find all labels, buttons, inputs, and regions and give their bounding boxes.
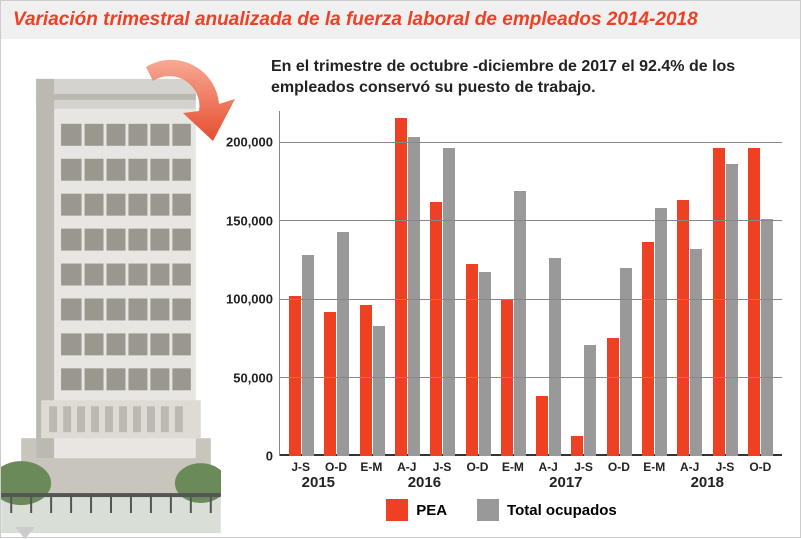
bar — [324, 312, 336, 456]
x-tick-label: J-S — [707, 460, 742, 474]
y-tick-label: 150,000 — [226, 213, 273, 228]
legend-label: Total ocupados — [507, 502, 617, 519]
legend-label: PEA — [416, 502, 447, 519]
bar — [584, 345, 596, 456]
content-area: En el trimestre de octubre -diciembre de… — [1, 39, 800, 533]
x-tick-label: J-S — [283, 460, 318, 474]
bar — [408, 137, 420, 456]
bar — [373, 326, 385, 456]
right-panel: En el trimestre de octubre -diciembre de… — [221, 39, 800, 533]
bar — [655, 208, 667, 456]
x-tick-label: E-M — [354, 460, 389, 474]
bar — [761, 219, 773, 456]
bar-group — [707, 111, 742, 456]
bar — [549, 258, 561, 456]
bar — [690, 249, 702, 456]
gridline — [280, 142, 782, 143]
bar-group — [319, 111, 354, 456]
bar — [726, 164, 738, 456]
bar-group — [637, 111, 672, 456]
bar — [302, 255, 314, 456]
bar-group — [602, 111, 637, 456]
x-tick-label: A-J — [672, 460, 707, 474]
bar — [642, 242, 654, 456]
down-arrow-icon — [131, 59, 251, 159]
x-year-labels: 2015201620172018 — [279, 474, 782, 491]
x-tick-label: O-D — [460, 460, 495, 474]
bar — [443, 148, 455, 456]
bar — [748, 148, 760, 456]
legend-swatch — [386, 499, 408, 521]
speech-tail-icon — [15, 527, 35, 539]
x-tick-label: E-M — [637, 460, 672, 474]
bar-group — [355, 111, 390, 456]
bar-group — [566, 111, 601, 456]
x-tick-label: O-D — [601, 460, 636, 474]
gridline — [280, 220, 782, 221]
bar — [289, 296, 301, 456]
chart-area: 050,000100,000150,000200,000 — [221, 111, 782, 456]
bar — [536, 396, 548, 456]
caption-text: En el trimestre de octubre -diciembre de… — [271, 57, 782, 99]
bar — [514, 191, 526, 456]
bar — [713, 148, 725, 456]
x-category-labels: J-SO-DE-MA-JJ-SO-DE-MA-JJ-SO-DE-MA-JJ-SO… — [279, 456, 782, 474]
x-tick-label: E-M — [495, 460, 530, 474]
bars-container — [280, 111, 782, 456]
bar-group — [425, 111, 460, 456]
year-label: 2016 — [354, 474, 495, 491]
x-tick-label: J-S — [424, 460, 459, 474]
y-tick-label: 50,000 — [233, 370, 273, 385]
bar-group — [743, 111, 778, 456]
y-axis: 050,000100,000150,000200,000 — [221, 111, 279, 456]
y-tick-label: 100,000 — [226, 292, 273, 307]
x-tick-label: J-S — [566, 460, 601, 474]
building-photo — [1, 39, 221, 533]
bar — [360, 305, 372, 456]
gridline — [280, 299, 782, 300]
bar-group — [531, 111, 566, 456]
bar-group — [496, 111, 531, 456]
bar — [395, 118, 407, 456]
plot-area — [279, 111, 782, 456]
y-tick-label: 0 — [266, 449, 273, 464]
bar-group — [672, 111, 707, 456]
x-tick-label: A-J — [389, 460, 424, 474]
header-bar: Variación trimestral anualizada de la fu… — [1, 1, 800, 39]
legend: PEA Total ocupados — [221, 499, 782, 525]
year-label: 2017 — [495, 474, 636, 491]
legend-item: PEA — [386, 499, 447, 521]
bar-group — [284, 111, 319, 456]
year-label: 2015 — [283, 474, 354, 491]
year-label: 2018 — [637, 474, 778, 491]
x-tick-label: O-D — [743, 460, 778, 474]
bar-group — [390, 111, 425, 456]
bar — [620, 268, 632, 456]
bar — [607, 338, 619, 456]
legend-swatch — [477, 499, 499, 521]
bar — [337, 232, 349, 457]
infographic-frame: Variación trimestral anualizada de la fu… — [0, 0, 801, 538]
x-tick-label: O-D — [318, 460, 353, 474]
bar — [466, 264, 478, 456]
chart-title: Variación trimestral anualizada de la fu… — [13, 9, 788, 31]
legend-item: Total ocupados — [477, 499, 617, 521]
bar — [677, 200, 689, 456]
gridline — [280, 377, 782, 378]
bar — [571, 436, 583, 456]
bar — [430, 202, 442, 456]
bar-group — [460, 111, 495, 456]
x-tick-label: A-J — [531, 460, 566, 474]
